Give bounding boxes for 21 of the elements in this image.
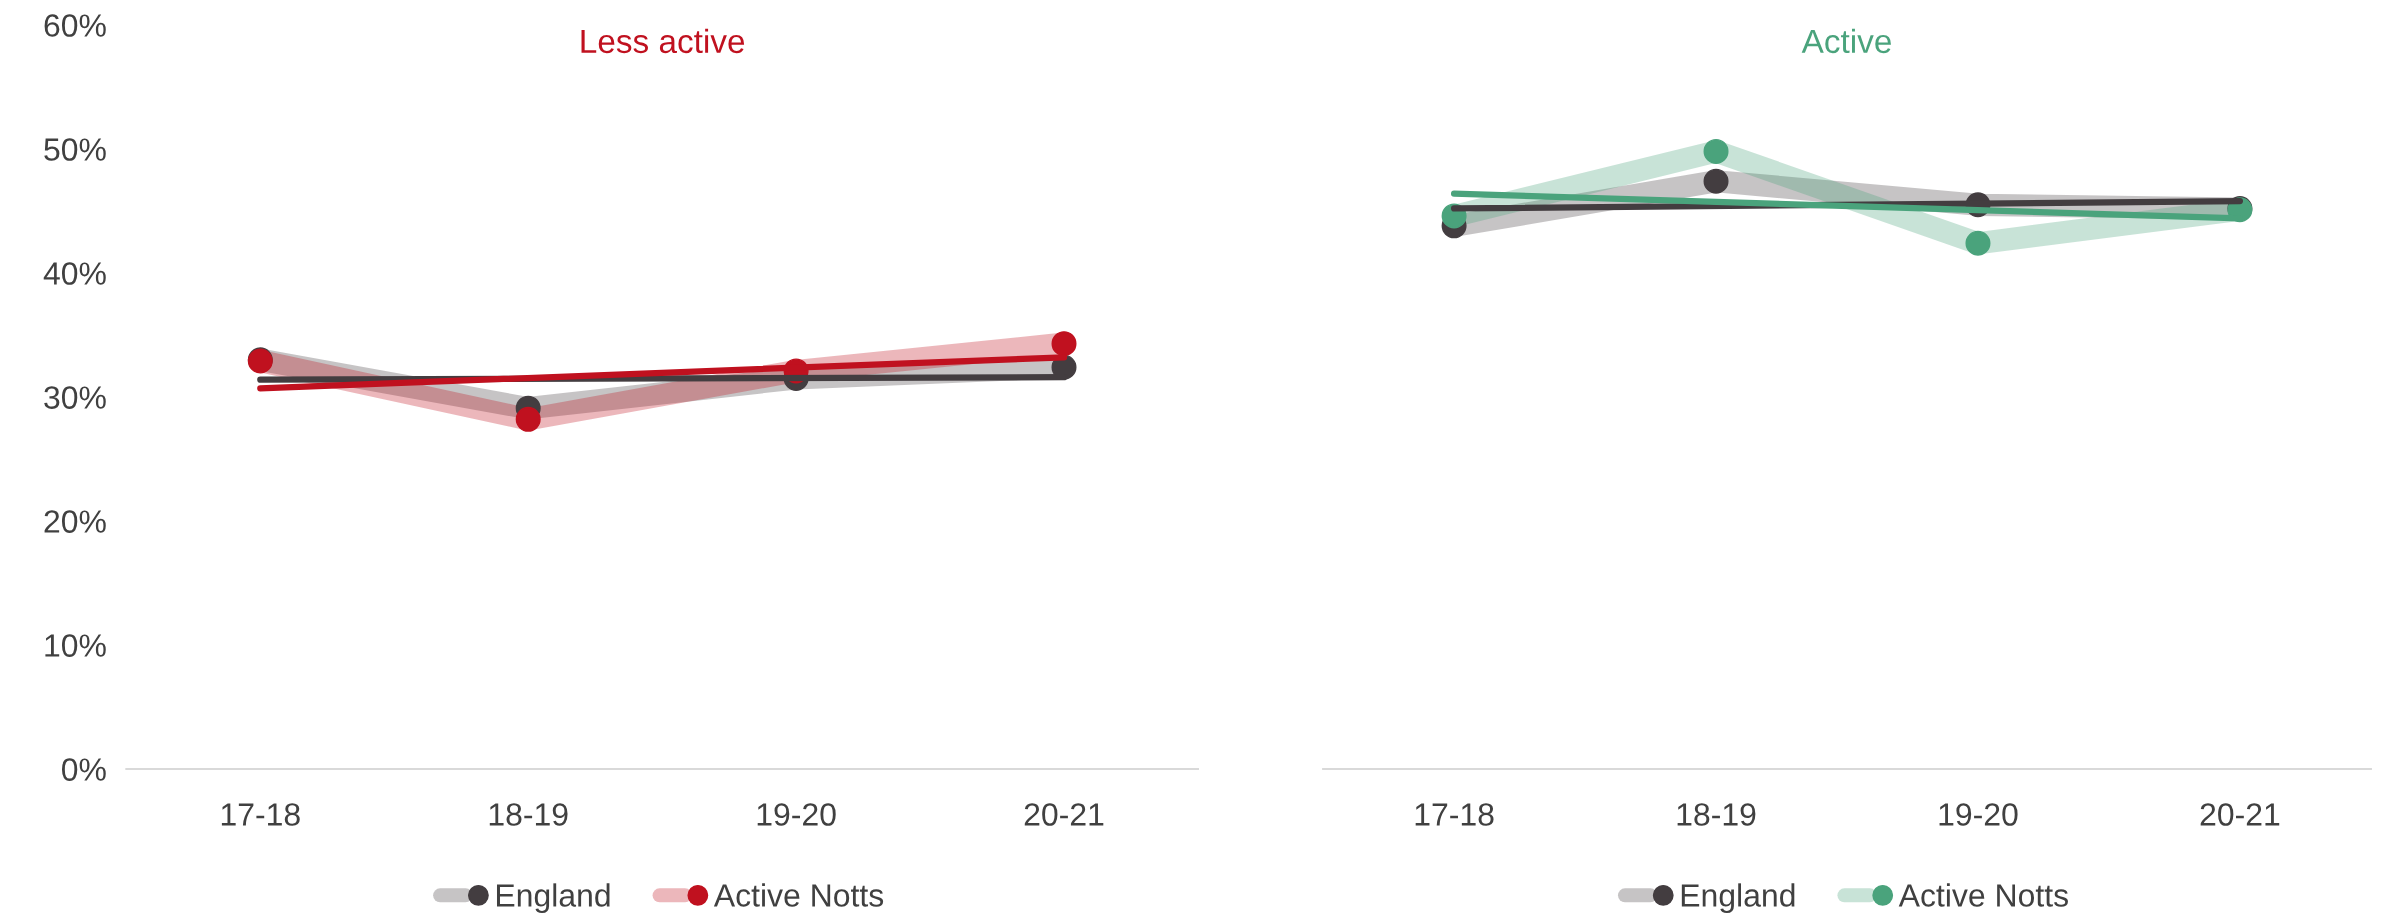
y-tick-label: 30% [44,386,106,409]
x-tick-label: 18-19 [1677,803,1756,826]
chart-title: Less active [581,28,745,54]
legend-label: England [497,883,610,914]
x-tick-label: 17-18 [221,803,300,826]
y-tick-label: 40% [43,262,106,285]
x-tick-label: 17-18 [1415,803,1494,826]
legend-label: Active Notts [1898,883,2068,907]
y-tick-label: 60% [44,14,106,37]
y-tick-label: 20% [44,510,106,533]
chart-title: Active [1801,28,1891,54]
y-tick-label: 0% [61,758,106,781]
y-tick-label: 50% [44,138,106,161]
x-tick-label: 20-21 [1024,803,1104,826]
legend-label: England [1681,883,1795,914]
x-tick-label: 19-20 [757,803,836,826]
x-tick-label: 20-21 [2200,803,2280,826]
x-tick-label: 19-20 [1939,803,2018,826]
x-tick-label: 18-19 [489,803,568,826]
legend-label: Active Notts [713,883,884,907]
y-tick-label: 10% [45,634,106,657]
